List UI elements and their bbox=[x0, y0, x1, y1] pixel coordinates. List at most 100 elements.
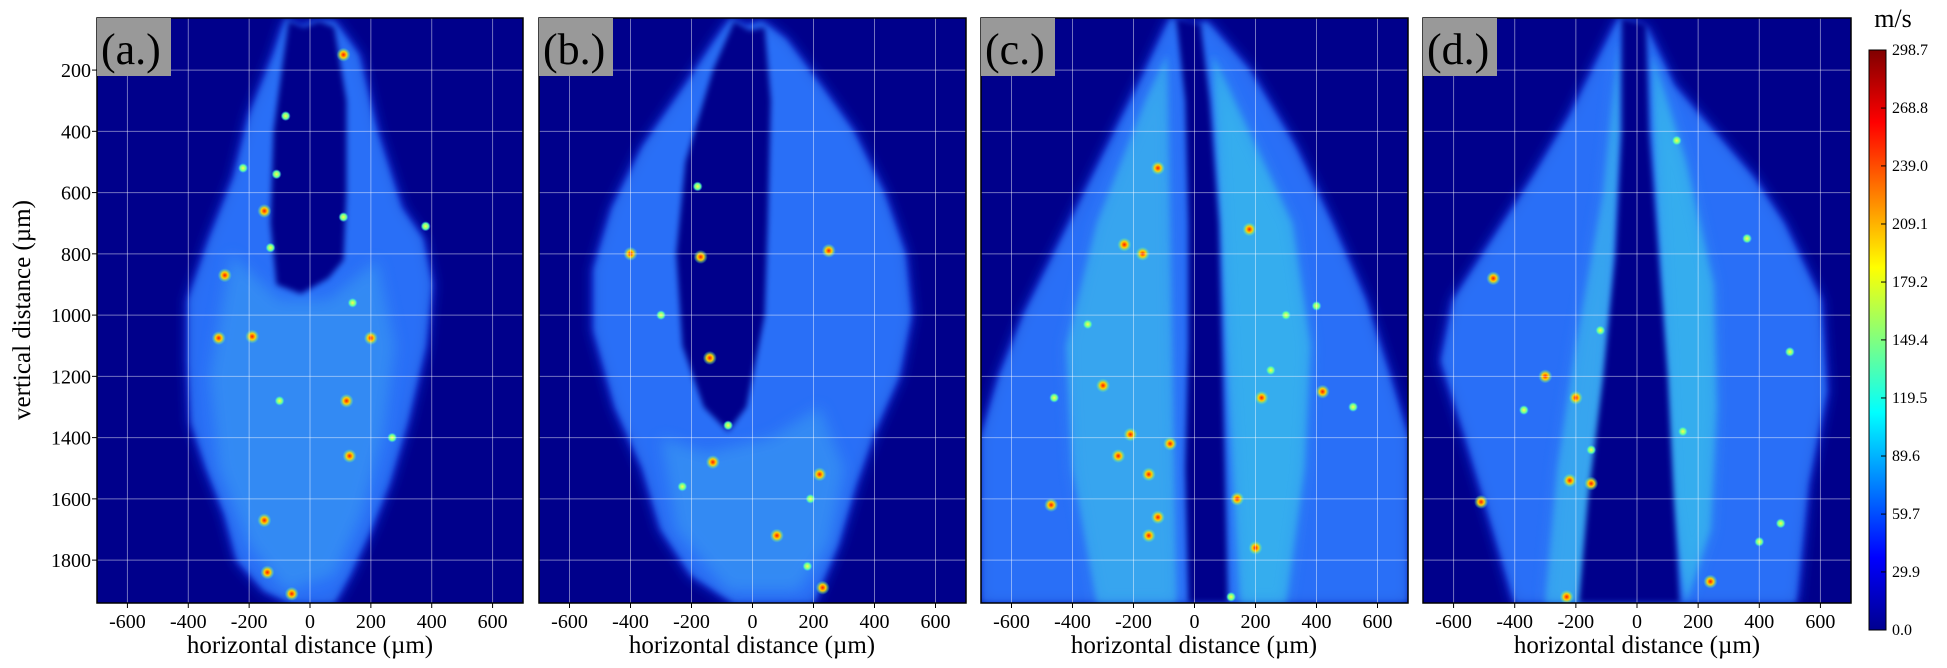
x-axis-label-b: horizontal distance (µm) bbox=[629, 632, 875, 659]
panel-label-box-a bbox=[97, 18, 171, 76]
y-tick-label: 400 bbox=[61, 121, 91, 143]
x-tick-label: 400 bbox=[860, 611, 890, 633]
velocity-hotspot bbox=[284, 586, 299, 601]
velocity-hotspot bbox=[211, 331, 226, 346]
velocity-hotspot bbox=[245, 329, 260, 344]
velocity-hotspot bbox=[1486, 271, 1501, 286]
colorbar-tick-label: 149.4 bbox=[1892, 332, 1928, 349]
y-tick-label: 800 bbox=[61, 244, 91, 266]
velocity-hotspot bbox=[656, 310, 666, 321]
velocity-hotspot bbox=[363, 331, 378, 346]
velocity-hotspot bbox=[1226, 591, 1237, 602]
x-tick-label: 600 bbox=[1805, 611, 1835, 633]
x-tick-label: -400 bbox=[170, 611, 207, 633]
panel-a: (a.) -600 -400 -200 0 200 400 600 200 400 600 800… bbox=[9, 17, 524, 659]
x-tick-label: 600 bbox=[1363, 611, 1393, 633]
velocity-hotspot bbox=[1242, 222, 1257, 237]
x-tick-label: -200 bbox=[673, 611, 710, 633]
panel-label-d: (d.) bbox=[1427, 25, 1489, 74]
panel-b: (b.) -600 -400 -200 0 200 400 600 horizontal d… bbox=[538, 17, 967, 659]
velocity-hotspot bbox=[339, 393, 354, 408]
x-tick-label: -600 bbox=[551, 611, 588, 633]
x-tick-label: -400 bbox=[1054, 611, 1091, 633]
x-tick-label: 600 bbox=[478, 611, 508, 633]
velocity-hotspot bbox=[1265, 365, 1276, 376]
velocity-hotspot bbox=[238, 163, 249, 174]
velocity-hotspot bbox=[1754, 536, 1765, 547]
heatmap-a bbox=[97, 18, 523, 603]
panel-label-b: (b.) bbox=[543, 25, 605, 74]
plume-gap bbox=[1578, 18, 1680, 603]
panel-label-box-c bbox=[981, 18, 1055, 76]
velocity-hotspot bbox=[1568, 390, 1583, 405]
x-ticks-d: -600 -400 -200 0 200 400 600 bbox=[1435, 603, 1835, 633]
velocity-hotspot bbox=[1315, 384, 1330, 399]
grid-d bbox=[1423, 18, 1851, 603]
velocity-hotspot bbox=[1311, 300, 1322, 311]
panel-d: (d.) -600 -400 -200 0 200 400 600 horizontal d… bbox=[1422, 17, 1852, 659]
x-tick-label: 0 bbox=[1190, 611, 1200, 633]
x-tick-label: 200 bbox=[1683, 611, 1713, 633]
velocity-hotspot bbox=[805, 493, 816, 504]
velocity-hotspot bbox=[693, 249, 708, 264]
velocity-hotspot bbox=[1538, 369, 1553, 384]
y-tick-label: 600 bbox=[61, 183, 91, 205]
velocity-hotspot bbox=[1677, 426, 1688, 437]
velocity-hotspot bbox=[1584, 476, 1599, 491]
velocity-hotspot bbox=[723, 420, 734, 431]
colorbar-tick-label: 179.2 bbox=[1892, 274, 1928, 291]
colorbar-tick-label: 29.9 bbox=[1892, 564, 1920, 581]
x-tick-label: 0 bbox=[1632, 611, 1642, 633]
velocity-hotspot bbox=[1518, 405, 1529, 416]
velocity-hotspot bbox=[342, 448, 357, 463]
velocity-hotspot bbox=[1559, 589, 1574, 603]
x-axis-label-d: horizontal distance (µm) bbox=[1514, 632, 1760, 659]
y-axis-label: vertical distance (µm) bbox=[9, 200, 36, 420]
x-tick-label: -600 bbox=[993, 611, 1030, 633]
x-tick-label: 200 bbox=[356, 611, 386, 633]
velocity-hotspot bbox=[420, 221, 431, 232]
velocity-hotspot bbox=[265, 242, 276, 253]
x-tick-label: -200 bbox=[1115, 611, 1152, 633]
velocity-hotspot bbox=[347, 297, 358, 308]
velocity-hotspot bbox=[1150, 510, 1165, 525]
velocity-hotspot bbox=[705, 455, 720, 470]
grid-a bbox=[97, 18, 523, 603]
plume-jet bbox=[1545, 39, 1621, 603]
y-ticks-a: 200 400 600 800 1000 1200 1400 1600 1800 bbox=[51, 60, 97, 572]
colorbar-tick-label: 0.0 bbox=[1892, 622, 1912, 639]
velocity-hotspot bbox=[1141, 467, 1156, 482]
velocity-hotspot bbox=[257, 513, 272, 528]
velocity-hotspot bbox=[1248, 540, 1263, 555]
velocity-hotspot bbox=[1150, 161, 1165, 176]
velocity-hotspot bbox=[623, 246, 638, 261]
velocity-hotspot bbox=[1595, 325, 1606, 336]
velocity-hotspot bbox=[271, 169, 282, 180]
colorbar-tick-label: 59.7 bbox=[1892, 506, 1920, 523]
velocity-hotspot bbox=[677, 481, 688, 492]
colorbar-ticks: 0.0 29.9 59.7 89.6 119.5 149.4 179.2 209.1 239.0… bbox=[1881, 42, 1928, 639]
plume-gap bbox=[676, 21, 771, 432]
velocity-hotspot bbox=[769, 528, 784, 543]
velocity-hotspot bbox=[1135, 246, 1150, 261]
y-tick-label: 1200 bbox=[51, 366, 91, 388]
colorbar-tick-label: 239.0 bbox=[1892, 158, 1928, 175]
velocity-hotspot bbox=[702, 350, 717, 365]
velocity-hotspot bbox=[338, 212, 349, 223]
velocity-hotspot bbox=[1044, 497, 1059, 512]
y-tick-label: 200 bbox=[61, 60, 91, 82]
heatmap-b bbox=[539, 18, 966, 603]
x-tick-label: 0 bbox=[748, 611, 758, 633]
x-tick-label: 0 bbox=[305, 611, 315, 633]
velocity-hotspot bbox=[815, 580, 830, 595]
heatmap-d bbox=[1423, 18, 1851, 603]
x-axis-label-c: horizontal distance (µm) bbox=[1071, 632, 1317, 659]
velocity-hotspot bbox=[1082, 319, 1093, 330]
x-tick-label: 600 bbox=[921, 611, 951, 633]
x-ticks-b: -600 -400 -200 0 200 400 600 bbox=[551, 603, 951, 633]
plume-jet bbox=[1652, 54, 1717, 603]
velocity-hotspot bbox=[1775, 518, 1786, 529]
colorbar: m/s 0.0 29.9 59.7 89.6 119.5 149.4 179.2 209.1 2… bbox=[1868, 4, 1928, 639]
velocity-hotspot bbox=[1049, 392, 1060, 403]
plume-gap bbox=[1176, 18, 1228, 603]
